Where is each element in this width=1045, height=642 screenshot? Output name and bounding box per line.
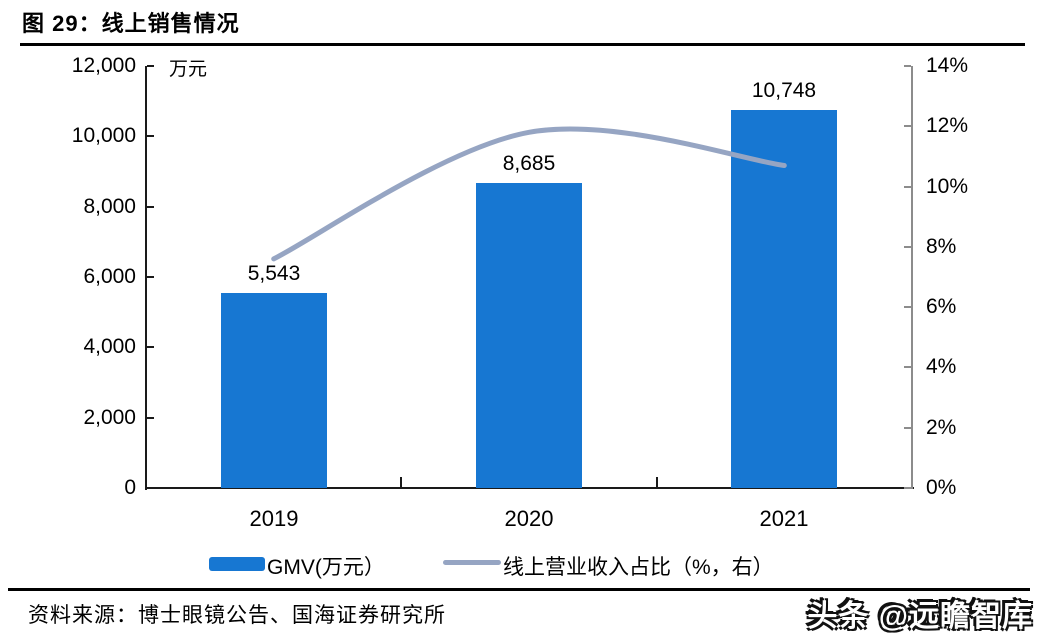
watermark: 头条 @远瞻智库	[807, 600, 1033, 633]
left-axis-tick	[147, 206, 154, 208]
right-axis-tick-label: 6%	[926, 295, 957, 318]
right-axis-tick-label: 0%	[926, 476, 957, 499]
gmv-bar	[476, 183, 582, 488]
right-axis-tick	[904, 366, 911, 368]
footer-rule	[8, 588, 1030, 591]
left-axis-tick-label: 4,000	[83, 335, 136, 358]
gmv-bar	[221, 293, 327, 488]
x-axis-category-label: 2021	[759, 506, 809, 531]
legend-line-label: 线上营业收入占比（%，右）	[503, 556, 774, 579]
left-axis-tick	[147, 65, 154, 67]
left-axis-unit-label: 万元	[169, 59, 208, 80]
right-axis-tick	[904, 186, 911, 188]
y-axis-right	[911, 66, 913, 489]
bar-value-label: 10,748	[751, 79, 817, 102]
right-axis-tick-label: 12%	[926, 114, 969, 137]
figure-title: 图 29：线上销售情况	[22, 11, 240, 36]
source-note: 资料来源：博士眼镜公告、国海证券研究所	[28, 604, 446, 627]
left-axis-tick	[147, 346, 154, 348]
x-axis-category-label: 2020	[504, 506, 554, 531]
ratio-line	[271, 126, 787, 262]
gmv-bar	[731, 110, 837, 488]
legend-line-swatch	[443, 560, 501, 565]
right-axis-tick	[904, 487, 911, 489]
x-axis-tick	[400, 477, 402, 487]
bar-value-label: 8,685	[502, 152, 556, 175]
x-axis	[145, 487, 914, 489]
left-axis-tick-label: 12,000	[71, 54, 136, 77]
right-axis-tick-label: 2%	[926, 416, 957, 439]
title-underline	[20, 43, 1025, 46]
left-axis-tick	[147, 487, 154, 489]
right-axis-tick	[904, 306, 911, 308]
right-axis-tick-label: 8%	[926, 235, 957, 258]
right-axis-tick	[904, 125, 911, 127]
right-axis-tick-label: 10%	[926, 175, 969, 198]
left-axis-tick	[147, 417, 154, 419]
left-axis-tick-label: 0	[124, 476, 136, 499]
right-axis-tick-label: 14%	[926, 54, 969, 77]
left-axis-tick-label: 10,000	[71, 124, 136, 147]
x-axis-tick	[656, 477, 658, 487]
x-axis-category-label: 2019	[249, 506, 299, 531]
right-axis-tick-label: 4%	[926, 355, 957, 378]
legend-bar-swatch	[209, 557, 265, 571]
left-axis-tick-label: 2,000	[83, 406, 136, 429]
legend-bar-label: GMV(万元）	[267, 556, 385, 579]
left-axis-tick	[147, 276, 154, 278]
left-axis-tick-label: 6,000	[83, 265, 136, 288]
bar-value-label: 5,543	[247, 262, 301, 285]
left-axis-tick	[147, 135, 154, 137]
ratio-line-chart	[271, 126, 787, 262]
left-axis-tick-label: 8,000	[83, 195, 136, 218]
right-axis-tick	[904, 65, 911, 67]
y-axis-left	[145, 66, 147, 490]
right-axis-tick	[904, 427, 911, 429]
right-axis-tick	[904, 246, 911, 248]
